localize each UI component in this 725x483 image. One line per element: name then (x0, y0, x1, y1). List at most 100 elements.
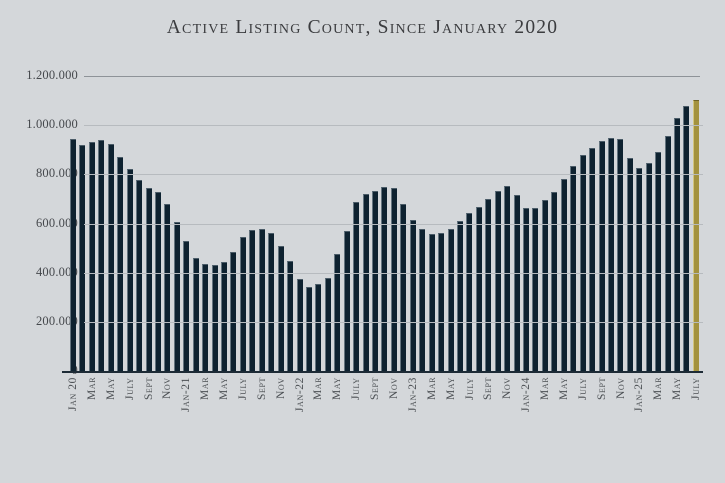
x-tick-label: Jan-21 (180, 377, 193, 412)
y-tick-label: 1.200.000 (26, 68, 78, 82)
bar-2022-01 (296, 278, 303, 371)
bar-2024-04 (551, 191, 558, 371)
bar-2021-04 (211, 265, 218, 371)
bar-2021-02 (192, 257, 199, 371)
bar-2024-05 (560, 178, 567, 371)
bar-2022-10 (381, 186, 388, 371)
x-tick-label: Mar (652, 377, 665, 401)
x-tick-label: Sept (595, 377, 608, 401)
gridline (84, 174, 703, 176)
bar-2020-08 (136, 180, 143, 371)
bar-2024-09 (598, 140, 605, 371)
gridline (84, 223, 703, 225)
bar-2021-09 (258, 228, 265, 371)
bar-2020-04 (98, 140, 105, 371)
bar-2022-06 (343, 231, 350, 371)
bar-2021-11 (277, 246, 284, 371)
bar-2025-06 (683, 105, 690, 371)
bar-2023-07 (466, 212, 473, 371)
plot-area (62, 76, 703, 373)
x-tick-label: July (463, 377, 476, 400)
x-axis: Jan 20 Mar May July Sept Nov Jan-21 Mar May July S… (62, 377, 703, 449)
bar-2024-10 (607, 137, 614, 371)
bar-2024-11 (617, 139, 624, 371)
bar-2022-03 (315, 284, 322, 371)
x-tick-label: May (331, 377, 344, 400)
x-tick-label: Sept (142, 377, 155, 401)
bar-2020-10 (154, 191, 161, 371)
bar-2020-03 (88, 141, 95, 371)
bar-2025-02 (645, 163, 652, 371)
bar-2023-09 (485, 199, 492, 371)
bar-2022-08 (362, 193, 369, 371)
bar-2024-03 (541, 200, 548, 371)
bar-2023-06 (456, 221, 463, 371)
bar-2022-11 (390, 187, 397, 371)
bar-2023-11 (504, 186, 511, 371)
x-tick-label: July (576, 377, 589, 400)
chart-title: Active Listing Count, Since January 2020 (166, 17, 559, 38)
x-tick-label: Nov (387, 377, 400, 399)
bar-2021-03 (202, 263, 209, 371)
bar-2021-10 (268, 233, 275, 371)
y-tick-label: 400.000 (35, 264, 78, 279)
bar-2025-04 (664, 135, 671, 371)
bar-2022-02 (305, 286, 312, 371)
bar-2021-12 (287, 261, 294, 371)
x-tick-label: Jan 20 (67, 377, 79, 412)
bar-2020-02 (79, 144, 86, 371)
bar-2023-10 (494, 190, 501, 371)
x-tick-label: Mar (199, 377, 212, 401)
bar-2020-12 (173, 222, 180, 371)
bar-2022-12 (400, 203, 407, 371)
bar-2021-06 (230, 251, 237, 371)
bar-2020-11 (164, 203, 171, 371)
bar-2023-08 (475, 207, 482, 371)
x-tick-label: Nov (274, 377, 287, 399)
bar-2021-08 (249, 230, 256, 371)
bar-2020-06 (117, 157, 124, 371)
x-tick-label: Nov (501, 377, 514, 399)
gridline (84, 272, 703, 274)
bar-2024-07 (579, 154, 586, 371)
bar-2020-07 (126, 169, 133, 371)
x-tick-label: May (218, 377, 230, 400)
bar-2023-04 (438, 233, 445, 371)
x-tick-label: Sept (482, 377, 495, 401)
x-tick-label: Sept (369, 377, 382, 401)
x-tick-label: Nov (614, 377, 627, 399)
bar-2020-05 (107, 143, 114, 371)
bar-2024-12 (626, 157, 633, 371)
x-tick-label: May (104, 377, 117, 400)
gridline (84, 125, 703, 127)
x-tick-label: Mar (539, 377, 551, 401)
x-tick-label: May (557, 377, 570, 400)
bar-2023-12 (513, 195, 520, 371)
bar-2020-01 (70, 138, 76, 371)
bar-2025-05 (674, 117, 680, 371)
x-tick-label: July (350, 377, 363, 400)
gridline (84, 321, 703, 323)
x-tick-label: July (690, 377, 702, 400)
bar-2022-07 (353, 201, 360, 371)
x-tick-label: Nov (161, 377, 174, 399)
x-tick-label: Jan-24 (520, 377, 533, 412)
bar-2024-01 (523, 207, 529, 371)
bar-2021-07 (239, 237, 246, 371)
y-tick-label: 600.000 (35, 215, 78, 230)
bar-2023-03 (428, 233, 435, 371)
bar-2024-02 (532, 208, 539, 371)
bar-2024-08 (589, 148, 596, 371)
bar-2020-09 (145, 187, 152, 371)
y-tick-label: 200.000 (35, 313, 78, 328)
bar-2023-02 (419, 229, 426, 371)
bar-2021-01 (183, 241, 190, 371)
y-tick-label: 800.000 (35, 166, 78, 181)
bar-2021-05 (221, 262, 227, 371)
bar-2023-05 (447, 228, 454, 371)
gridline (84, 76, 700, 77)
x-tick-label: July (123, 377, 136, 400)
x-tick-label: Mar (312, 377, 325, 401)
bar-2025-07 (692, 99, 699, 371)
